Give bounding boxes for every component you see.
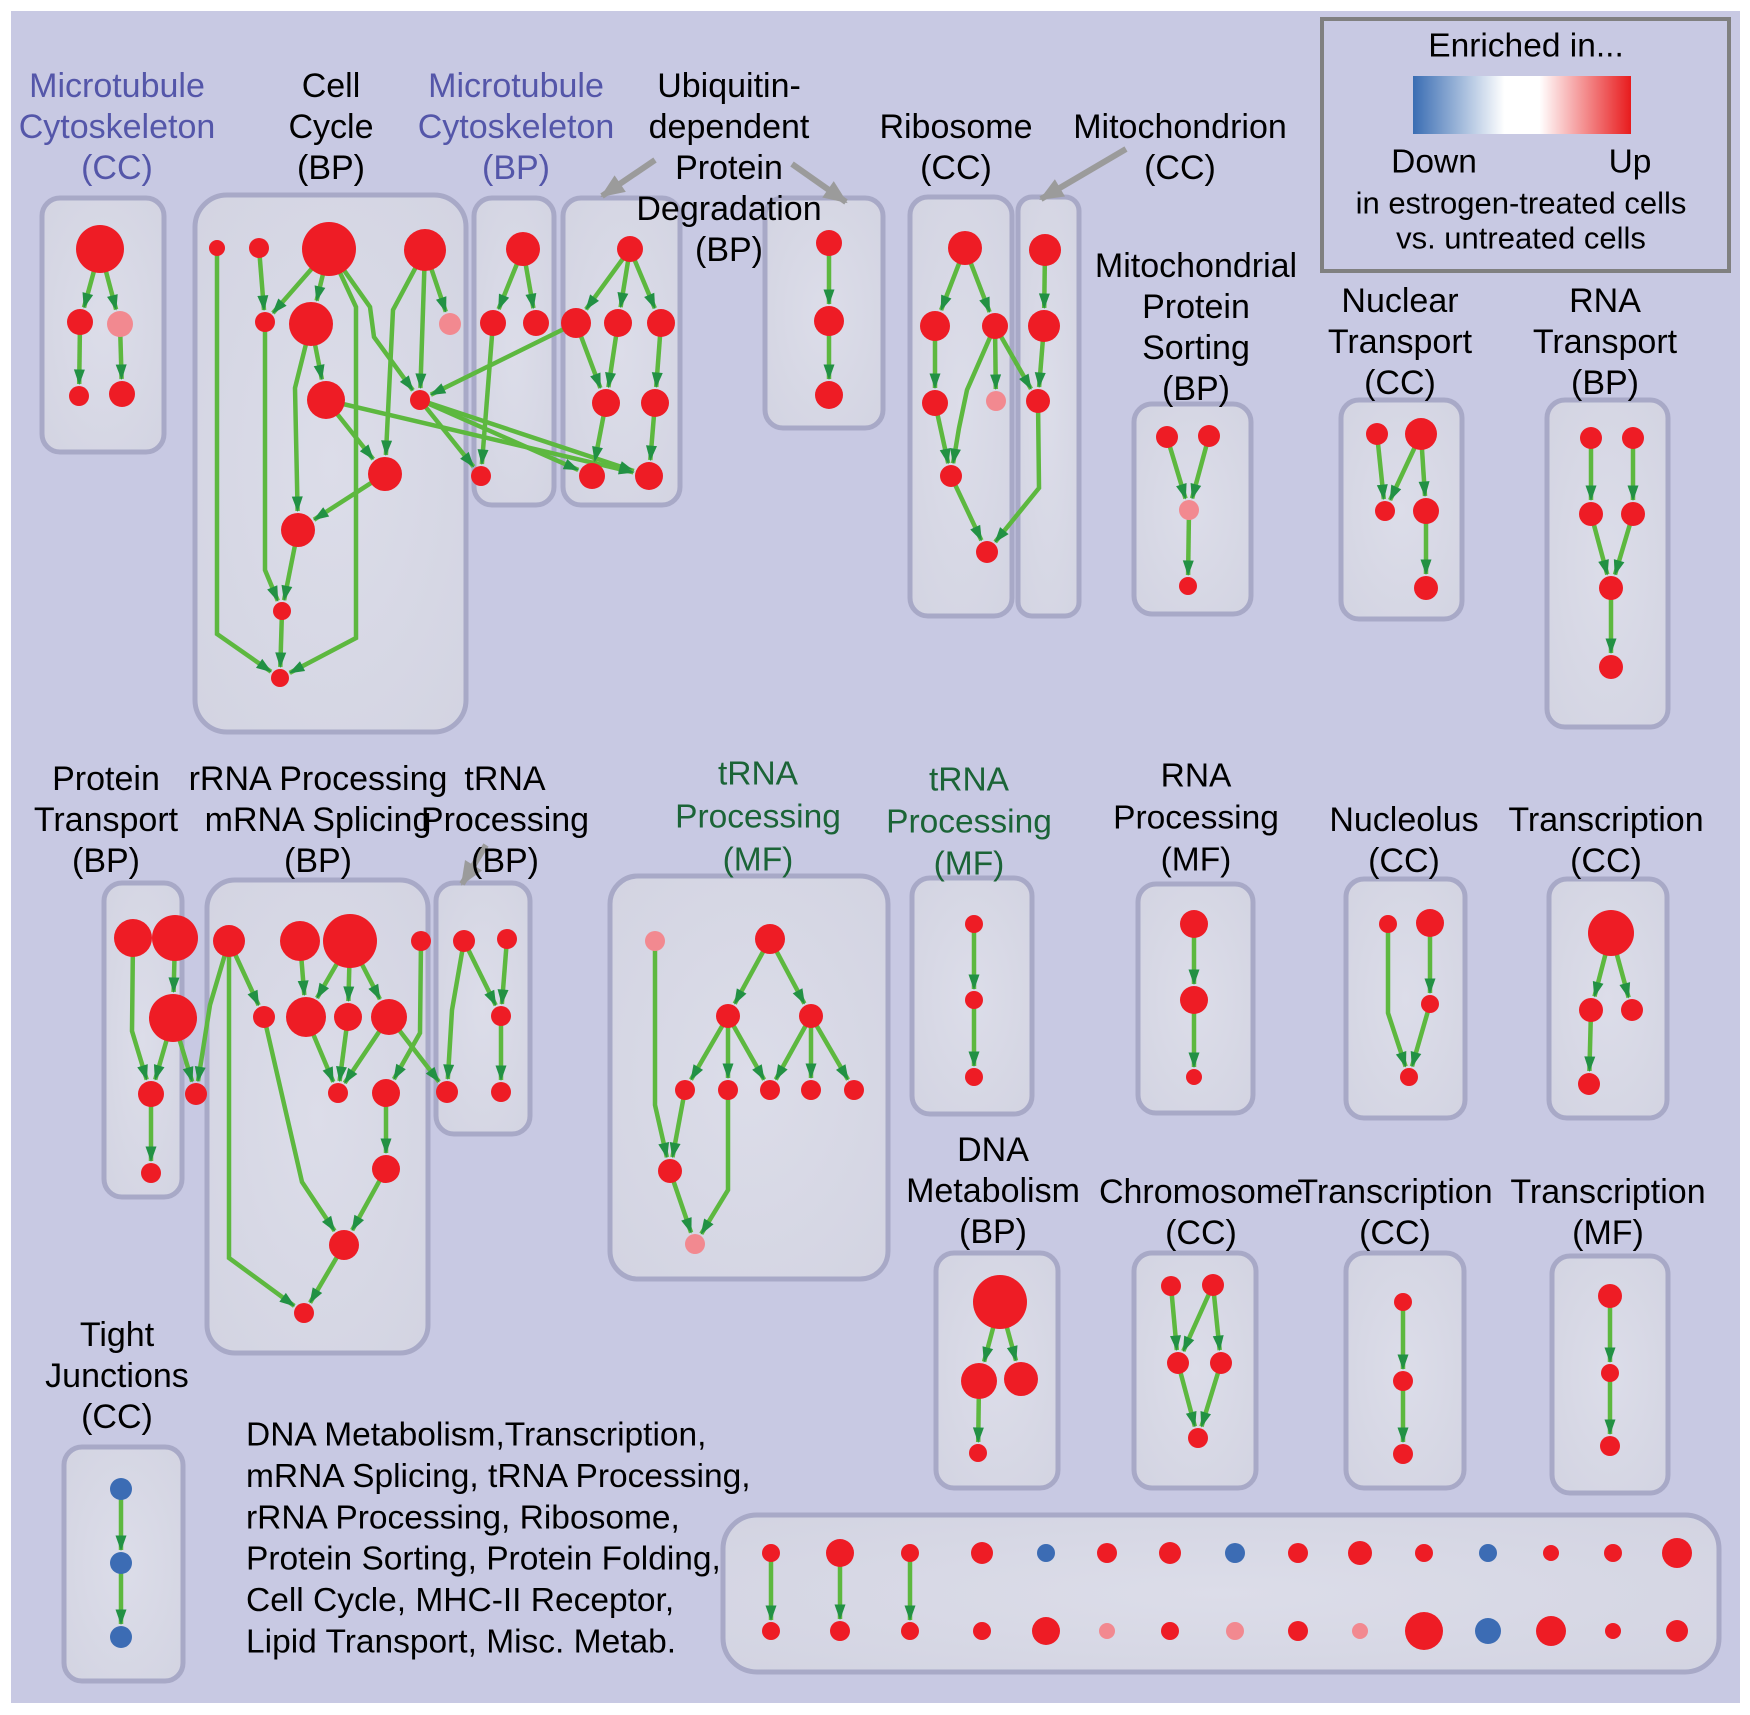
svg-text:mRNA Splicing, tRNA Processing: mRNA Splicing, tRNA Processing, (246, 1458, 751, 1495)
svg-text:Cycle: Cycle (288, 108, 373, 146)
svg-text:(CC): (CC) (81, 1398, 153, 1436)
svg-text:Cell: Cell (302, 67, 361, 105)
svg-text:(BP): (BP) (1162, 370, 1230, 408)
svg-text:(MF): (MF) (934, 846, 1005, 883)
svg-text:(CC): (CC) (1364, 364, 1436, 402)
svg-text:Enriched in...: Enriched in... (1428, 28, 1624, 65)
svg-text:(BP): (BP) (297, 149, 365, 187)
svg-text:Degradation: Degradation (636, 190, 821, 228)
svg-text:Processing: Processing (421, 801, 589, 839)
svg-text:Microtubule: Microtubule (428, 67, 604, 105)
svg-text:RNA: RNA (1161, 758, 1232, 795)
svg-text:Cytoskeleton: Cytoskeleton (418, 108, 615, 146)
svg-text:Microtubule: Microtubule (29, 67, 205, 105)
svg-text:(BP): (BP) (72, 842, 140, 880)
svg-text:vs. untreated cells: vs. untreated cells (1396, 221, 1646, 256)
svg-text:(MF): (MF) (1572, 1214, 1644, 1252)
svg-text:tRNA: tRNA (464, 760, 546, 798)
svg-text:Mitochondrial: Mitochondrial (1095, 247, 1297, 285)
svg-text:Transcription: Transcription (1508, 801, 1703, 839)
svg-text:(CC): (CC) (1359, 1214, 1431, 1252)
svg-text:Up: Up (1609, 144, 1652, 181)
svg-text:(BP): (BP) (959, 1213, 1027, 1251)
svg-text:Processing: Processing (886, 804, 1052, 841)
svg-text:Nuclear: Nuclear (1341, 282, 1458, 320)
svg-text:Ubiquitin-: Ubiquitin- (657, 67, 801, 105)
svg-text:Protein: Protein (1142, 288, 1250, 326)
svg-text:dependent: dependent (649, 108, 810, 146)
svg-text:Nucleolus: Nucleolus (1329, 801, 1478, 839)
svg-text:tRNA: tRNA (718, 756, 799, 793)
svg-text:(BP): (BP) (471, 842, 539, 880)
svg-text:Transport: Transport (34, 801, 179, 839)
svg-text:Transcription: Transcription (1510, 1173, 1705, 1211)
svg-text:Chromosome: Chromosome (1099, 1173, 1303, 1211)
svg-text:DNA: DNA (957, 1131, 1029, 1169)
svg-text:(MF): (MF) (723, 842, 794, 879)
svg-text:(CC): (CC) (1570, 842, 1642, 880)
svg-text:Ribosome: Ribosome (879, 108, 1032, 146)
svg-text:Mitochondrion: Mitochondrion (1073, 108, 1287, 146)
svg-text:Transport: Transport (1533, 323, 1678, 361)
svg-text:Junctions: Junctions (45, 1357, 189, 1395)
svg-text:Protein: Protein (52, 760, 160, 798)
svg-text:Down: Down (1391, 144, 1477, 181)
svg-text:rRNA Processing: rRNA Processing (189, 760, 448, 798)
svg-text:Lipid Transport, Misc. Metab.: Lipid Transport, Misc. Metab. (246, 1624, 676, 1661)
svg-text:Tight: Tight (80, 1316, 155, 1354)
svg-text:Processing: Processing (675, 799, 841, 836)
svg-text:(CC): (CC) (1165, 1214, 1237, 1252)
svg-text:RNA: RNA (1569, 282, 1641, 320)
svg-text:in estrogen-treated cells: in estrogen-treated cells (1356, 186, 1687, 221)
svg-text:(BP): (BP) (695, 231, 763, 269)
svg-text:tRNA: tRNA (929, 762, 1010, 799)
svg-text:(BP): (BP) (1571, 364, 1639, 402)
svg-text:Transport: Transport (1328, 323, 1473, 361)
svg-text:(MF): (MF) (1161, 842, 1232, 879)
svg-text:Protein Sorting, Protein Foldi: Protein Sorting, Protein Folding, (246, 1541, 721, 1578)
svg-text:(CC): (CC) (1368, 842, 1440, 880)
svg-text:rRNA Processing, Ribosome,: rRNA Processing, Ribosome, (246, 1499, 680, 1536)
svg-text:Protein: Protein (675, 149, 783, 187)
svg-text:Transcription: Transcription (1297, 1173, 1492, 1211)
svg-text:(CC): (CC) (920, 149, 992, 187)
svg-text:(CC): (CC) (81, 149, 153, 187)
svg-text:Cell Cycle, MHC-II Receptor,: Cell Cycle, MHC-II Receptor, (246, 1582, 674, 1619)
svg-text:(CC): (CC) (1144, 149, 1216, 187)
svg-text:Processing: Processing (1113, 800, 1279, 837)
svg-text:Sorting: Sorting (1142, 329, 1250, 367)
svg-text:(BP): (BP) (482, 149, 550, 187)
svg-text:(BP): (BP) (284, 842, 352, 880)
svg-text:Metabolism: Metabolism (906, 1172, 1080, 1210)
svg-text:mRNA Splicing: mRNA Splicing (205, 801, 432, 839)
svg-text:DNA Metabolism,Transcription,: DNA Metabolism,Transcription, (246, 1417, 706, 1454)
svg-text:Cytoskeleton: Cytoskeleton (19, 108, 216, 146)
